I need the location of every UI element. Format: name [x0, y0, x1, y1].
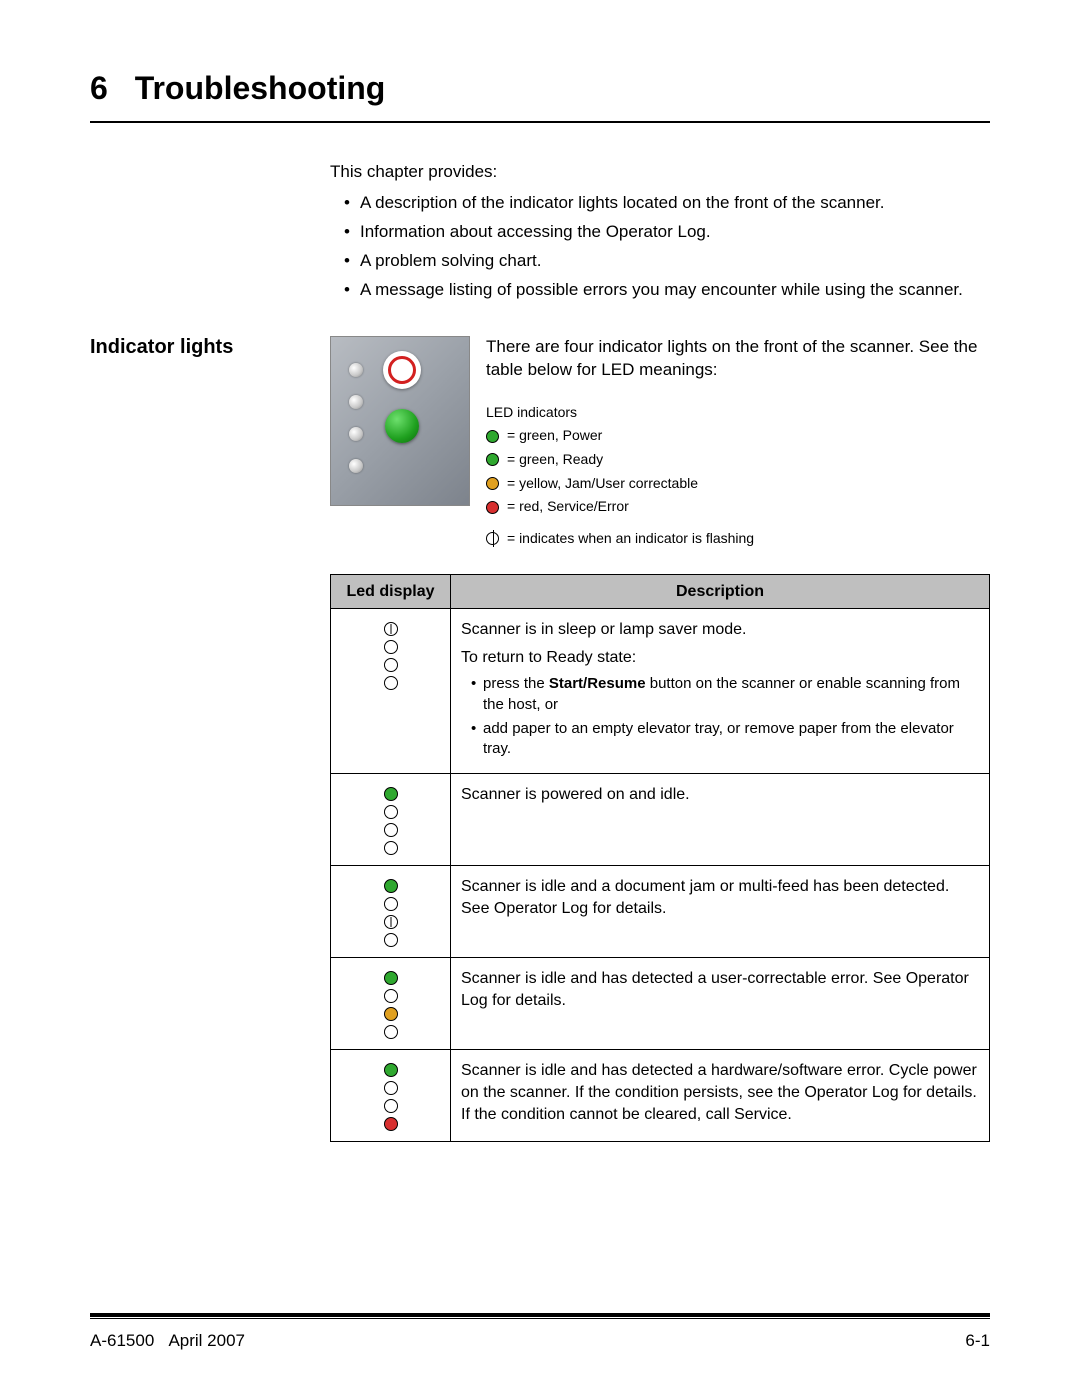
- description-text: Scanner is idle and has detected a user-…: [461, 968, 979, 1011]
- footer-left: A-61500 April 2007: [90, 1331, 245, 1351]
- led-indicator-flash: [384, 915, 398, 929]
- page-footer: A-61500 April 2007 6-1: [90, 1331, 990, 1351]
- led-indicator-off: [384, 823, 398, 837]
- section-lead: There are four indicator lights on the f…: [486, 336, 990, 382]
- scanner-photo: [330, 336, 470, 506]
- led-display-cell: [331, 866, 451, 958]
- footer-rule: [90, 1313, 990, 1319]
- intro-item: Information about accessing the Operator…: [344, 221, 990, 244]
- legend-dot-red: [486, 501, 499, 514]
- table-row: Scanner is idle and has detected a hardw…: [331, 1050, 990, 1142]
- legend-dot-flash: [486, 532, 499, 545]
- legend-dot-green: [486, 453, 499, 466]
- start-button-icon: [385, 409, 419, 443]
- led-indicator-off: [384, 897, 398, 911]
- legend-dot-yellow: [486, 477, 499, 490]
- led-indicator-off: [384, 989, 398, 1003]
- legend-text: = green, Ready: [507, 449, 603, 471]
- led-display-cell: [331, 1050, 451, 1142]
- led-display-cell: [331, 958, 451, 1050]
- description-text: Scanner is idle and has detected a hardw…: [461, 1060, 979, 1125]
- led-indicator-off: [384, 1099, 398, 1113]
- intro-item: A message listing of possible errors you…: [344, 279, 990, 302]
- table-header-led: Led display: [331, 574, 451, 609]
- led-display-cell: [331, 609, 451, 774]
- led-indicator-yellow: [384, 1007, 398, 1021]
- description-text: To return to Ready state:: [461, 647, 979, 669]
- description-bullet: add paper to an empty elevator tray, or …: [471, 719, 979, 760]
- table-row: Scanner is idle and has detected a user-…: [331, 958, 990, 1050]
- stop-button-icon: [383, 351, 421, 389]
- description-bullets: press the Start/Resume button on the sca…: [461, 674, 979, 759]
- description-bullet: press the Start/Resume button on the sca…: [471, 674, 979, 715]
- led-indicator-off: [384, 805, 398, 819]
- led-indicator-off: [384, 676, 398, 690]
- led-indicator-off: [384, 1025, 398, 1039]
- footer-right: 6-1: [965, 1331, 990, 1351]
- description-cell: Scanner is idle and has detected a user-…: [451, 958, 990, 1050]
- description-cell: Scanner is idle and has detected a hardw…: [451, 1050, 990, 1142]
- led-indicator-green: [384, 787, 398, 801]
- description-cell: Scanner is idle and a document jam or mu…: [451, 866, 990, 958]
- description-text: Scanner is idle and a document jam or mu…: [461, 876, 979, 919]
- table-header-desc: Description: [451, 574, 990, 609]
- table-row: Scanner is idle and a document jam or mu…: [331, 866, 990, 958]
- led-indicator-off: [384, 658, 398, 672]
- description-text: Scanner is powered on and idle.: [461, 784, 979, 806]
- led-indicator-flash: [384, 622, 398, 636]
- chapter-title: Troubleshooting: [135, 70, 386, 106]
- led-indicator-green: [384, 971, 398, 985]
- intro-item: A description of the indicator lights lo…: [344, 192, 990, 215]
- intro-lead: This chapter provides:: [330, 161, 990, 184]
- legend-text: = red, Service/Error: [507, 496, 629, 518]
- led-indicator-off: [384, 1081, 398, 1095]
- led-table: Led display Description Scanner is in sl…: [330, 574, 990, 1143]
- chapter-number: 6: [90, 70, 108, 106]
- legend-dot-green: [486, 430, 499, 443]
- description-cell: Scanner is in sleep or lamp saver mode. T…: [451, 609, 990, 774]
- chapter-heading: 6 Troubleshooting: [90, 70, 990, 123]
- intro-list: A description of the indicator lights lo…: [330, 192, 990, 302]
- legend-title: LED indicators: [486, 402, 990, 424]
- led-indicator-green: [384, 1063, 398, 1077]
- led-indicator-green: [384, 879, 398, 893]
- section-heading: Indicator lights: [90, 336, 330, 359]
- led-legend: LED indicators = green, Power = green, R…: [486, 402, 990, 550]
- led-indicator-off: [384, 933, 398, 947]
- intro-block: This chapter provides: A description of …: [330, 161, 990, 302]
- table-row: Scanner is in sleep or lamp saver mode. T…: [331, 609, 990, 774]
- legend-flash-note: = indicates when an indicator is flashin…: [507, 528, 754, 550]
- legend-text: = yellow, Jam/User correctable: [507, 473, 698, 495]
- led-indicator-off: [384, 640, 398, 654]
- led-display-cell: [331, 774, 451, 866]
- table-row: Scanner is powered on and idle.: [331, 774, 990, 866]
- description-text: Scanner is in sleep or lamp saver mode.: [461, 619, 979, 641]
- intro-item: A problem solving chart.: [344, 250, 990, 273]
- legend-text: = green, Power: [507, 425, 602, 447]
- description-cell: Scanner is powered on and idle.: [451, 774, 990, 866]
- led-indicator-off: [384, 841, 398, 855]
- led-indicator-red: [384, 1117, 398, 1131]
